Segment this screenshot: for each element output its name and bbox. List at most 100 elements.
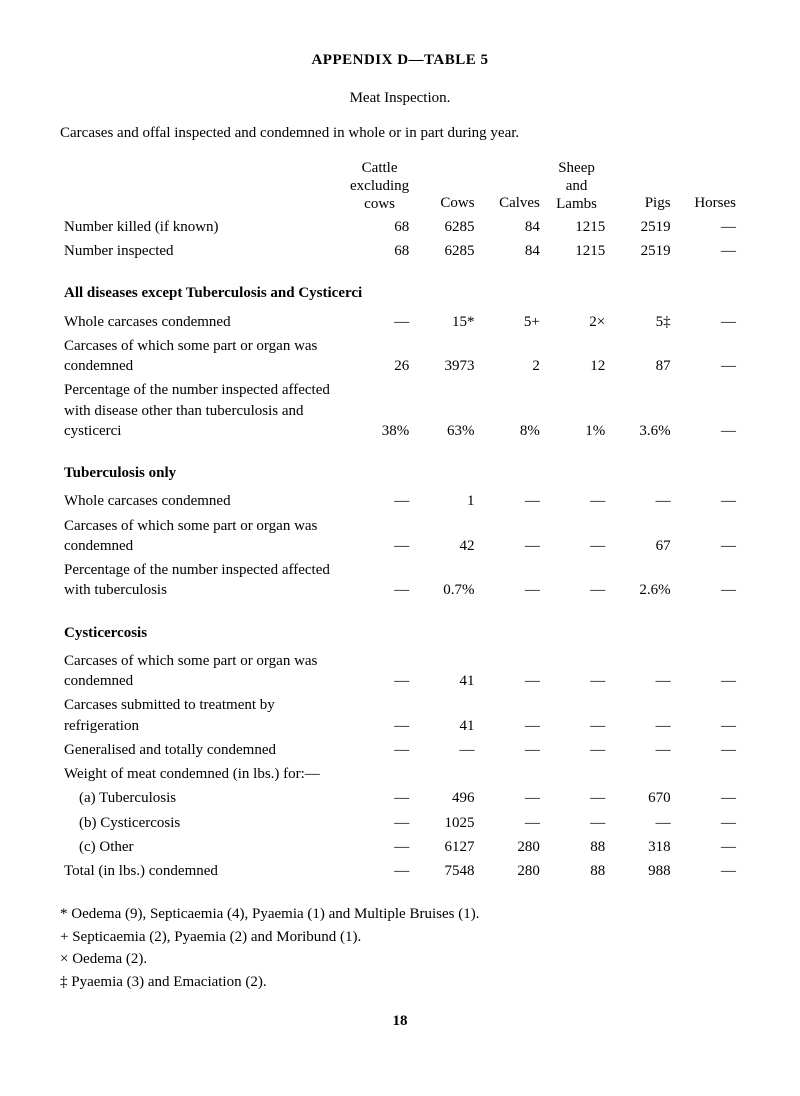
cell-value: 42 [413,514,478,559]
cell-value: — [609,693,674,738]
cell-value: 1% [544,378,609,443]
cell-value: 318 [609,835,674,859]
row-label: Generalised and totally condemned [60,738,346,762]
cell-value: — [346,859,413,883]
table-row: Weight of meat condemned (in lbs.) for:— [60,762,740,786]
cell-value: 7548 [413,859,478,883]
cell-value [544,762,609,786]
cell-value: 5‡ [609,310,674,334]
cell-value: — [346,738,413,762]
cell-value: — [675,514,740,559]
cell-value: — [346,693,413,738]
cell-value: 1215 [544,215,609,239]
cell-value: — [675,859,740,883]
table-row: Carcases of which some part or organ was… [60,334,740,379]
table-row: Generalised and totally condemned—————— [60,738,740,762]
cell-value: 280 [479,859,544,883]
cell-value: — [675,489,740,513]
table-row: Total (in lbs.) condemned—754828088988— [60,859,740,883]
table-row: Carcases of which some part or organ was… [60,649,740,694]
cell-value: — [479,649,544,694]
cell-value: 67 [609,514,674,559]
cell-value: — [675,558,740,603]
col-header: Pigs [609,157,674,215]
cell-value: 1 [413,489,478,513]
cell-value: — [675,215,740,239]
cell-value: 26 [346,334,413,379]
cell-value: — [675,649,740,694]
footnote-line: + Septicaemia (2), Pyaemia (2) and Morib… [60,926,740,949]
cell-value: 496 [413,786,478,810]
cell-value: — [544,693,609,738]
cell-value: — [544,738,609,762]
col-header: Horses [675,157,740,215]
row-label: Number killed (if known) [60,215,346,239]
cell-value: 84 [479,239,544,263]
cell-value: 5+ [479,310,544,334]
col-header: Cattle excluding cows [346,157,413,215]
cell-value: 6285 [413,215,478,239]
cell-value [609,762,674,786]
row-label: Percentage of the number inspected affec… [60,378,346,443]
cell-value: — [346,558,413,603]
cell-value: 280 [479,835,544,859]
cell-value: 63% [413,378,478,443]
header-row: Cattle excluding cows Cows Calves Sheep … [60,157,740,215]
table-row: (c) Other—612728088318— [60,835,740,859]
cell-value: 12 [544,334,609,379]
cell-value: 68 [346,215,413,239]
cell-value: — [675,786,740,810]
cell-value: — [479,489,544,513]
cell-value: — [544,514,609,559]
row-label: (b) Cysticercosis [60,811,346,835]
cell-value: 41 [413,649,478,694]
row-label: (c) Other [60,835,346,859]
row-label: Whole carcases condemned [60,310,346,334]
footnote-line: * Oedema (9), Septicaemia (4), Pyaemia (… [60,903,740,926]
col-header: Cows [413,157,478,215]
row-label: Total (in lbs.) condemned [60,859,346,883]
cell-value: 1215 [544,239,609,263]
footnote-line: × Oedema (2). [60,948,740,971]
col-header: Sheep and Lambs [544,157,609,215]
cell-value: 2.6% [609,558,674,603]
table-row: Percentage of the number inspected affec… [60,378,740,443]
cell-value: 988 [609,859,674,883]
cell-value [675,762,740,786]
cell-value: — [479,693,544,738]
cell-value: — [675,378,740,443]
cell-value: 15* [413,310,478,334]
intro-text: Carcases and offal inspected and condemn… [60,123,740,143]
table-row: Percentage of the number inspected affec… [60,558,740,603]
cell-value: 87 [609,334,674,379]
row-label: Carcases of which some part or organ was… [60,514,346,559]
appendix-title: APPENDIX D—TABLE 5 [60,50,740,70]
cell-value [413,762,478,786]
section-heading-row: Cysticercosis [60,603,740,649]
cell-value: — [675,310,740,334]
footnote-line: ‡ Pyaemia (3) and Emaciation (2). [60,971,740,994]
section-heading: All diseases except Tuberculosis and Cys… [60,263,740,309]
cell-value: — [346,649,413,694]
section-heading: Cysticercosis [60,603,740,649]
row-label: (a) Tuberculosis [60,786,346,810]
cell-value: — [479,786,544,810]
row-label: Carcases submitted to treatment by refri… [60,693,346,738]
section-heading: Tuberculosis only [60,443,740,489]
cell-value: — [346,835,413,859]
page-number: 18 [60,1011,740,1031]
cell-value: 84 [479,215,544,239]
row-label: Percentage of the number inspected affec… [60,558,346,603]
cell-value: 2 [479,334,544,379]
cell-value [479,762,544,786]
table-row: Number inspected6862858412152519— [60,239,740,263]
cell-value: 41 [413,693,478,738]
cell-value: 0.7% [413,558,478,603]
table-row: Whole carcases condemned—15*5+2×5‡— [60,310,740,334]
cell-value: — [609,811,674,835]
cell-value: — [544,489,609,513]
section-heading-row: Tuberculosis only [60,443,740,489]
cell-value: — [346,489,413,513]
table-row: Carcases submitted to treatment by refri… [60,693,740,738]
cell-value: 88 [544,835,609,859]
